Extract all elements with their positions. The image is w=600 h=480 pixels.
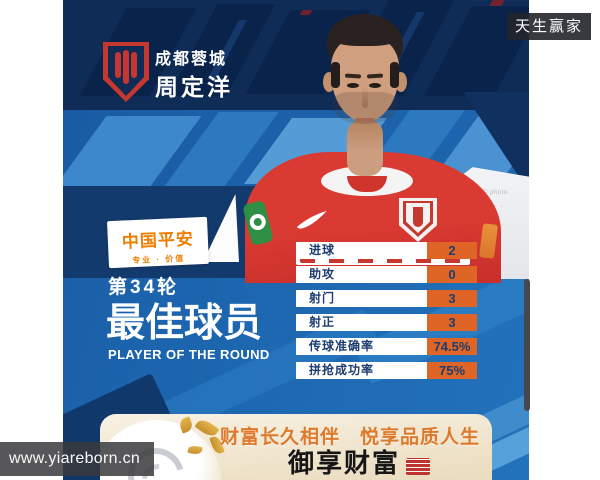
stat-value: 75% (438, 363, 466, 378)
banner-product-name: 御享财富 (288, 449, 401, 478)
player-eye (347, 83, 359, 88)
banner-product-row: 御享财富 保险产品计划 (288, 450, 472, 480)
jersey-sash (296, 254, 470, 265)
stat-value: 3 (448, 291, 456, 306)
player-hairline (333, 30, 397, 46)
player-sideburn (331, 62, 340, 88)
stat-label: 传球准确率 (309, 339, 375, 353)
stat-value: 3 (448, 315, 456, 330)
player-name: 周定洋 (155, 74, 233, 100)
stat-cell: 75% (427, 362, 477, 379)
stat-cell: 0 (427, 266, 477, 283)
player-neck (347, 120, 383, 176)
club-crest-bar (131, 52, 137, 78)
jersey-sash-calligraphy (300, 256, 466, 263)
site-watermark-link[interactable]: www.yiareborn.cn (0, 442, 154, 476)
stat-label: 射门 (309, 291, 336, 305)
player-mouth (355, 118, 375, 122)
red-seal-icon (406, 458, 431, 475)
banner-seal-col: 保险产品计划 (406, 458, 472, 480)
stat-cell: 2 (427, 242, 477, 259)
nike-swoosh-icon (294, 210, 330, 233)
player-nose (362, 86, 368, 108)
club-crest-bar (123, 50, 129, 84)
stat-label: 拼抢成功率 (309, 363, 375, 377)
stat-cell: 74.5% (427, 338, 477, 355)
stat-label: 射正 (309, 315, 336, 329)
poster: ✦﹏ © photo· • • • • • • • • (63, 0, 529, 480)
scrollbar-thumb[interactable] (524, 279, 530, 411)
sponsor-name: 中国平安 (121, 229, 195, 252)
player-head (321, 14, 409, 130)
club-name: 成都蓉城 (155, 51, 228, 68)
stat-cell: 3 (427, 290, 477, 307)
poster-title-en: PLAYER OF THE ROUND (108, 347, 270, 362)
photo-credit: © photo· (483, 190, 511, 196)
club-crest-bar (115, 52, 121, 78)
stat-value: 74.5% (433, 339, 471, 354)
banner-headline: 财富长久相伴 悦享品质人生 (219, 427, 480, 448)
ad-banner: 财富长久相伴 悦享品质人生 御享财富 保险产品计划 (100, 414, 492, 480)
poster-title-cn: 最佳球员 (106, 302, 263, 345)
stat-row: 进球 2 (296, 242, 477, 259)
stat-row: 射门 3 (296, 290, 477, 307)
crest-cup (413, 207, 423, 227)
stat-row: 传球准确率 74.5% (296, 338, 477, 355)
player-collar-inner (347, 176, 387, 192)
player-sideburn (390, 62, 399, 88)
player-eye (369, 83, 381, 88)
sponsor-card: 中国平安 专业 · 价值 (107, 216, 209, 269)
stat-row: 助攻 0 (296, 266, 477, 283)
stat-row: 射正 3 (296, 314, 477, 331)
stat-value: 0 (448, 267, 456, 282)
round-label: 第34轮 (108, 277, 180, 298)
club-crest-icon (103, 42, 149, 102)
stat-label: 进球 (309, 243, 336, 257)
site-badge: 天生赢家 (507, 13, 591, 40)
stat-row: 拼抢成功率 75% (296, 362, 477, 379)
jersey-crest-icon (399, 198, 437, 242)
stat-cell: 3 (427, 314, 477, 331)
stat-label: 助攻 (309, 267, 336, 281)
stat-value: 2 (448, 243, 456, 258)
